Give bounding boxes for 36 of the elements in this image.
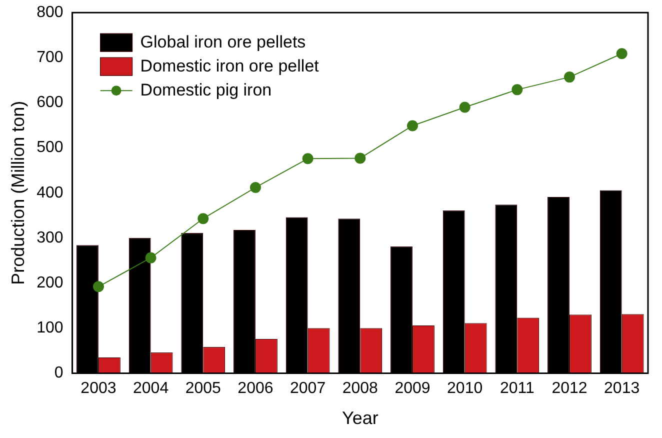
x-tick-label: 2012 [552, 380, 588, 398]
y-tick-label: 400 [36, 184, 64, 202]
point [459, 102, 470, 113]
x-tick-label: 2011 [500, 380, 534, 398]
x-tick-label: 2009 [394, 380, 430, 398]
legend-label: Domestic pig iron [140, 80, 272, 100]
point [616, 48, 628, 60]
x-tick-label: 2003 [80, 380, 116, 398]
y-tick-label: 700 [36, 49, 64, 66]
x-tick-label: 2007 [290, 380, 326, 398]
y-tick-label: 200 [36, 274, 64, 292]
x-tick-label: 2010 [447, 380, 483, 398]
y-tick-label: 800 [36, 4, 64, 22]
point [354, 152, 366, 164]
y-tick-label: 500 [36, 139, 64, 156]
y-tick-label: 0 [54, 364, 64, 382]
y-tick-label: 300 [36, 229, 64, 246]
point [250, 182, 261, 193]
point [512, 84, 523, 96]
point [406, 120, 418, 132]
point [92, 281, 104, 292]
x-axis-title: Year [342, 408, 378, 428]
y-tick-label: 600 [36, 94, 64, 112]
legend-label: Domestic iron ore pellet [140, 56, 320, 76]
x-tick-label: 2004 [133, 380, 169, 398]
x-tick-label: 2006 [238, 380, 274, 398]
point [302, 153, 314, 164]
y-axis-title: Production (Million ton) [8, 100, 28, 285]
point [564, 72, 575, 83]
legend-label: Global iron ore pellets [140, 32, 306, 52]
y-tick-label: 100 [36, 320, 64, 337]
x-tick-label: 2005 [185, 380, 222, 398]
x-tick-label: 2008 [342, 380, 378, 398]
point [145, 252, 156, 264]
point [198, 213, 209, 224]
x-tick-label: 2013 [604, 380, 640, 398]
